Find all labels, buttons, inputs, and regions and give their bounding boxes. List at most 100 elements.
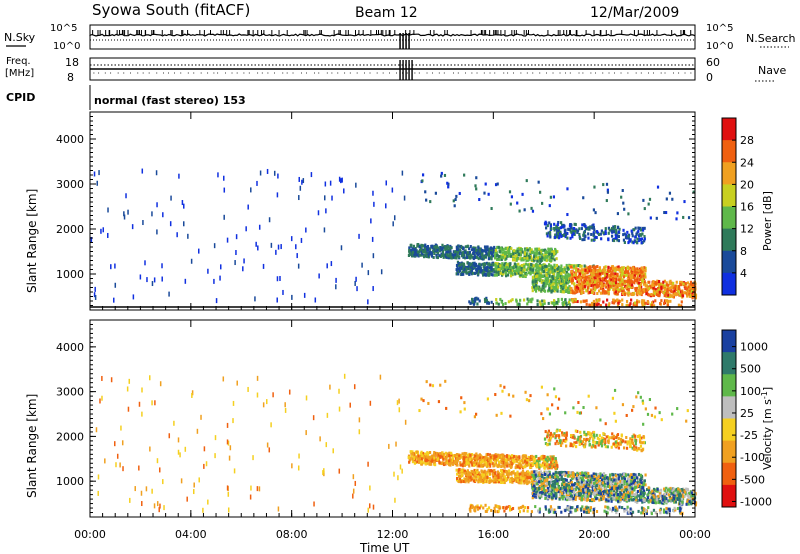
echo-cell	[563, 283, 566, 287]
echo-cell	[638, 237, 641, 241]
power-colorbar-label: Power [dB]	[761, 191, 774, 251]
echo-cell	[541, 299, 544, 303]
echo-cell	[555, 275, 558, 279]
echo-cell	[458, 456, 461, 460]
echo-cell	[634, 226, 637, 230]
echo-cell	[533, 253, 536, 257]
echo-cell	[295, 244, 297, 250]
colorbar-swatch	[722, 206, 736, 230]
echo-cell	[151, 400, 153, 406]
echo-cell	[486, 245, 489, 249]
echo-cell	[554, 467, 557, 471]
echo-cell	[478, 198, 481, 202]
echo-cell	[235, 234, 238, 240]
echo-cell	[549, 279, 553, 283]
echo-cell	[516, 267, 519, 271]
echo-cell	[634, 473, 637, 477]
echo-cell	[582, 280, 585, 284]
echo-cell	[583, 238, 586, 242]
echo-cell	[483, 273, 486, 277]
echo-cell	[677, 289, 680, 293]
echo-cell	[421, 252, 424, 256]
echo-cell	[473, 458, 477, 462]
echo-cell	[621, 270, 624, 274]
echo-cell	[643, 299, 646, 303]
echo-cell	[266, 168, 269, 174]
echo-cell	[692, 282, 695, 286]
echo-cell	[440, 174, 443, 178]
echo-cell	[420, 462, 423, 466]
echo-cell	[539, 264, 542, 268]
echo-cell	[571, 232, 574, 236]
echo-cell	[570, 226, 573, 230]
echo-cell	[488, 271, 491, 275]
echo-cell	[583, 279, 586, 283]
echo-cell	[140, 490, 143, 496]
echo-cell	[588, 303, 591, 307]
echo-cell	[494, 270, 497, 274]
echo-cell	[620, 483, 623, 487]
echo-cell	[486, 301, 489, 305]
echo-cell	[473, 271, 476, 275]
echo-cell	[222, 376, 225, 382]
echo-cell	[523, 208, 526, 212]
echo-cell	[266, 399, 268, 405]
echo-cell	[500, 265, 503, 269]
echo-cell	[461, 272, 464, 276]
echo-cell	[595, 235, 598, 239]
echo-cell	[561, 290, 564, 294]
echo-cell	[542, 279, 545, 283]
echo-cell	[573, 222, 576, 226]
echo-cell	[511, 258, 515, 262]
echo-cell	[473, 261, 476, 265]
echo-cell	[544, 457, 547, 461]
echo-cell	[226, 237, 229, 243]
echo-cell	[573, 273, 576, 277]
echo-cell	[669, 279, 672, 283]
echo-cell	[338, 176, 341, 182]
echo-cell	[463, 463, 466, 467]
echo-cell	[488, 462, 492, 466]
echo-cell	[460, 474, 463, 478]
echo-cell	[682, 291, 685, 295]
echo-cell	[202, 507, 204, 513]
echo-cell	[573, 227, 576, 231]
echo-cell	[442, 463, 446, 467]
echo-cell	[593, 288, 597, 292]
echo-cell	[543, 285, 546, 289]
echo-cell	[153, 503, 156, 509]
echo-cell	[153, 277, 156, 283]
colorbar-tick-label: 20	[740, 178, 754, 191]
echo-cell	[605, 272, 609, 276]
echo-cell	[573, 287, 577, 291]
nave-mark: ·	[672, 69, 675, 78]
echo-cell	[473, 474, 476, 478]
echo-cell	[468, 267, 471, 271]
echo-cell	[544, 269, 547, 273]
echo-cell	[141, 387, 143, 393]
echo-cell	[317, 210, 320, 216]
echo-cell	[557, 230, 560, 234]
echo-cell	[535, 275, 538, 279]
echo-cell	[581, 270, 584, 274]
echo-cell	[626, 230, 629, 234]
echo-cell	[607, 265, 610, 269]
nsky-panel	[89, 24, 696, 50]
echo-cell	[557, 297, 560, 301]
echo-cell	[144, 260, 146, 266]
echo-cell	[518, 302, 521, 306]
echo-cell	[591, 282, 594, 286]
echo-cell	[544, 250, 548, 254]
echo-cell	[325, 208, 327, 214]
echo-cell	[419, 452, 423, 456]
nave-mark: ·	[382, 69, 385, 78]
echo-cell	[628, 474, 631, 478]
echo-cell	[453, 460, 457, 464]
echo-cell	[569, 290, 572, 294]
echo-cell	[599, 269, 602, 273]
echo-cell	[676, 211, 679, 215]
echo-cell	[335, 284, 337, 290]
echo-cell	[606, 269, 610, 273]
echo-cell	[472, 257, 475, 261]
echo-cell	[560, 264, 563, 268]
